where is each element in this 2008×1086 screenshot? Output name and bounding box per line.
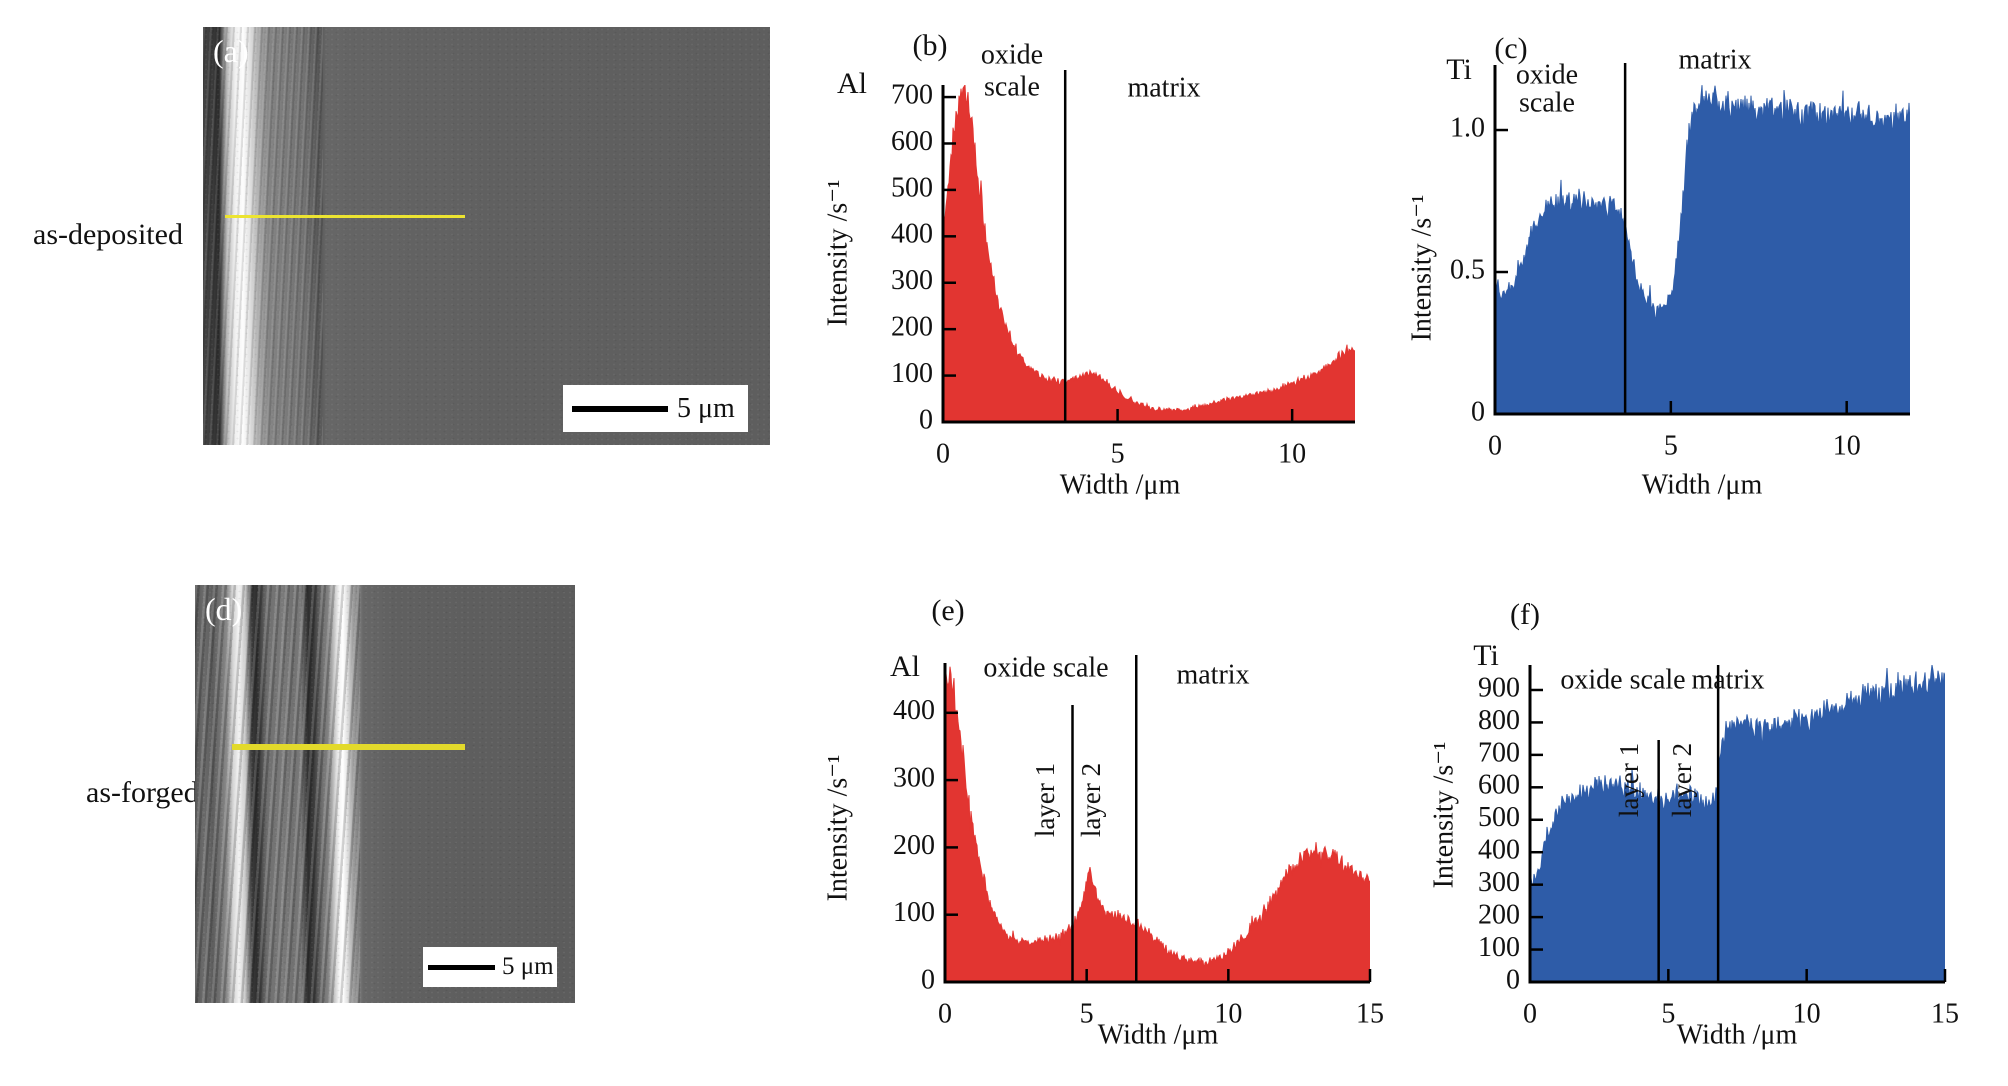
x-axis-title: Width /μm bbox=[1060, 469, 1181, 500]
layer-label: layer 2 bbox=[1667, 743, 1697, 817]
sem-image-a: (a) 5 μm bbox=[203, 27, 770, 445]
y-axis-title: Intensity /s⁻¹ bbox=[822, 755, 853, 902]
chart-e-svg: 0 100 200 300 400 0 5 10 15 (e) Al Intensity /s⁻¹ Wi… bbox=[822, 594, 1384, 1051]
y-tick-label: 400 bbox=[891, 219, 933, 250]
x-tick-label: 10 bbox=[1793, 998, 1821, 1029]
y-tick-label: 0 bbox=[921, 964, 935, 995]
region-label: oxide scale bbox=[983, 652, 1108, 683]
y-tick-label: 900 bbox=[1478, 672, 1520, 703]
x-tick-label: 0 bbox=[1523, 998, 1537, 1029]
chart-e-area bbox=[945, 663, 1370, 982]
x-tick-label: 10 bbox=[1278, 438, 1306, 469]
region-label: oxide bbox=[1516, 59, 1578, 90]
region-label: scale bbox=[984, 71, 1040, 102]
scalebar-d: 5 μm bbox=[423, 947, 557, 987]
chart-panel-e: 0 100 200 300 400 0 5 10 15 (e) Al Intensity /s⁻¹ Wi… bbox=[790, 580, 1400, 1086]
y-tick-label: 300 bbox=[1478, 867, 1520, 898]
y-tick-label: 100 bbox=[891, 358, 933, 389]
y-tick-label: 700 bbox=[891, 79, 933, 110]
scalebar-line-a bbox=[572, 405, 668, 412]
x-tick-label: 5 bbox=[1664, 430, 1678, 461]
y-tick-label: 600 bbox=[1478, 770, 1520, 801]
y-tick-label: 500 bbox=[1478, 802, 1520, 833]
element-label: Ti bbox=[1473, 639, 1499, 672]
chart-f-area bbox=[1530, 665, 1945, 982]
scalebar-a: 5 μm bbox=[563, 385, 748, 432]
chart-b-svg: 0 100 200 300 400 500 600 700 0 5 10 (b) Al Intensity… bbox=[822, 29, 1355, 500]
panel-letter-d: (d) bbox=[205, 591, 243, 627]
chart-b-area bbox=[943, 85, 1355, 422]
y-tick-label: 0 bbox=[1471, 396, 1485, 427]
region-label: matrix bbox=[1691, 664, 1764, 695]
region-label: matrix bbox=[1127, 72, 1200, 103]
y-axis-title: Intensity /s⁻¹ bbox=[1428, 742, 1459, 889]
linescan-marker-a bbox=[225, 215, 465, 218]
y-tick-label: 700 bbox=[1478, 737, 1520, 768]
y-tick-label: 0.5 bbox=[1450, 254, 1485, 285]
element-label: Ti bbox=[1446, 53, 1472, 86]
y-tick-label: 200 bbox=[1478, 900, 1520, 931]
panel-letter-c: (c) bbox=[1494, 32, 1527, 65]
x-tick-label: 15 bbox=[1931, 998, 1959, 1029]
layer-label: layer 1 bbox=[1030, 763, 1060, 837]
y-tick-label: 0 bbox=[1506, 964, 1520, 995]
panel-letter-a: (a) bbox=[213, 33, 249, 69]
element-label: Al bbox=[837, 67, 867, 100]
sem-image-d: (d) 5 μm bbox=[195, 585, 575, 1003]
chart-c-area bbox=[1495, 85, 1910, 414]
layer-label: layer 1 bbox=[1614, 743, 1644, 817]
chart-c-svg: 0 0.5 1.0 0 5 10 (c) Ti Intensity /s⁻¹ Width /μm o… bbox=[1406, 32, 1910, 500]
y-tick-label: 300 bbox=[891, 265, 933, 296]
y-axis-title: Intensity /s⁻¹ bbox=[822, 180, 853, 327]
x-tick-label: 5 bbox=[1661, 998, 1675, 1029]
y-tick-label: 500 bbox=[891, 172, 933, 203]
row-label-as-forged: as-forged bbox=[86, 776, 199, 809]
y-tick-label: 100 bbox=[893, 897, 935, 928]
scalebar-label-d: 5 μm bbox=[502, 953, 554, 980]
y-tick-label: 800 bbox=[1478, 705, 1520, 736]
chart-panel-c: 0 0.5 1.0 0 5 10 (c) Ti Intensity /s⁻¹ Width /μm o… bbox=[1400, 10, 2008, 530]
row-label-as-deposited: as-deposited bbox=[33, 218, 183, 251]
scalebar-line-d bbox=[428, 964, 495, 970]
chart-panel-f: 0 100 200 300 400 500 600 700 800 900 0 5 10 15 (f) Ti I… bbox=[1400, 580, 2008, 1086]
panel-letter-f: (f) bbox=[1510, 598, 1540, 631]
x-axis-title: Width /μm bbox=[1642, 469, 1763, 500]
region-label: oxide scale bbox=[1560, 664, 1685, 695]
y-tick-label: 200 bbox=[893, 830, 935, 861]
x-tick-label: 10 bbox=[1833, 430, 1861, 461]
x-tick-label: 10 bbox=[1214, 998, 1242, 1029]
x-tick-label: 5 bbox=[1080, 998, 1094, 1029]
layer-label: layer 2 bbox=[1076, 763, 1106, 837]
y-tick-label: 200 bbox=[891, 312, 933, 343]
y-tick-label: 0 bbox=[919, 404, 933, 435]
x-tick-label: 0 bbox=[936, 438, 950, 469]
x-tick-label: 0 bbox=[938, 998, 952, 1029]
region-label: scale bbox=[1519, 87, 1575, 118]
x-tick-label: 5 bbox=[1111, 438, 1125, 469]
y-tick-label: 300 bbox=[893, 763, 935, 794]
element-label: Al bbox=[890, 650, 920, 683]
region-label: matrix bbox=[1176, 659, 1249, 690]
y-axis-title: Intensity /s⁻¹ bbox=[1406, 195, 1437, 342]
chart-panel-b: 0 100 200 300 400 500 600 700 0 5 10 (b) Al Intensity… bbox=[780, 10, 1398, 530]
x-tick-label: 0 bbox=[1488, 430, 1502, 461]
y-tick-label: 400 bbox=[893, 695, 935, 726]
region-label: matrix bbox=[1678, 44, 1751, 75]
y-tick-label: 1.0 bbox=[1450, 112, 1485, 143]
panel-letter-e: (e) bbox=[931, 594, 964, 627]
linescan-marker-d bbox=[232, 744, 465, 750]
panel-letter-b: (b) bbox=[913, 29, 948, 62]
y-tick-label: 600 bbox=[891, 126, 933, 157]
x-axis-title: Width /μm bbox=[1677, 1019, 1798, 1050]
y-tick-label: 400 bbox=[1478, 835, 1520, 866]
x-tick-label: 15 bbox=[1356, 998, 1384, 1029]
scalebar-label-a: 5 μm bbox=[677, 392, 735, 424]
x-axis-title: Width /μm bbox=[1098, 1019, 1219, 1050]
y-tick-label: 100 bbox=[1478, 932, 1520, 963]
region-label: oxide bbox=[981, 39, 1043, 70]
